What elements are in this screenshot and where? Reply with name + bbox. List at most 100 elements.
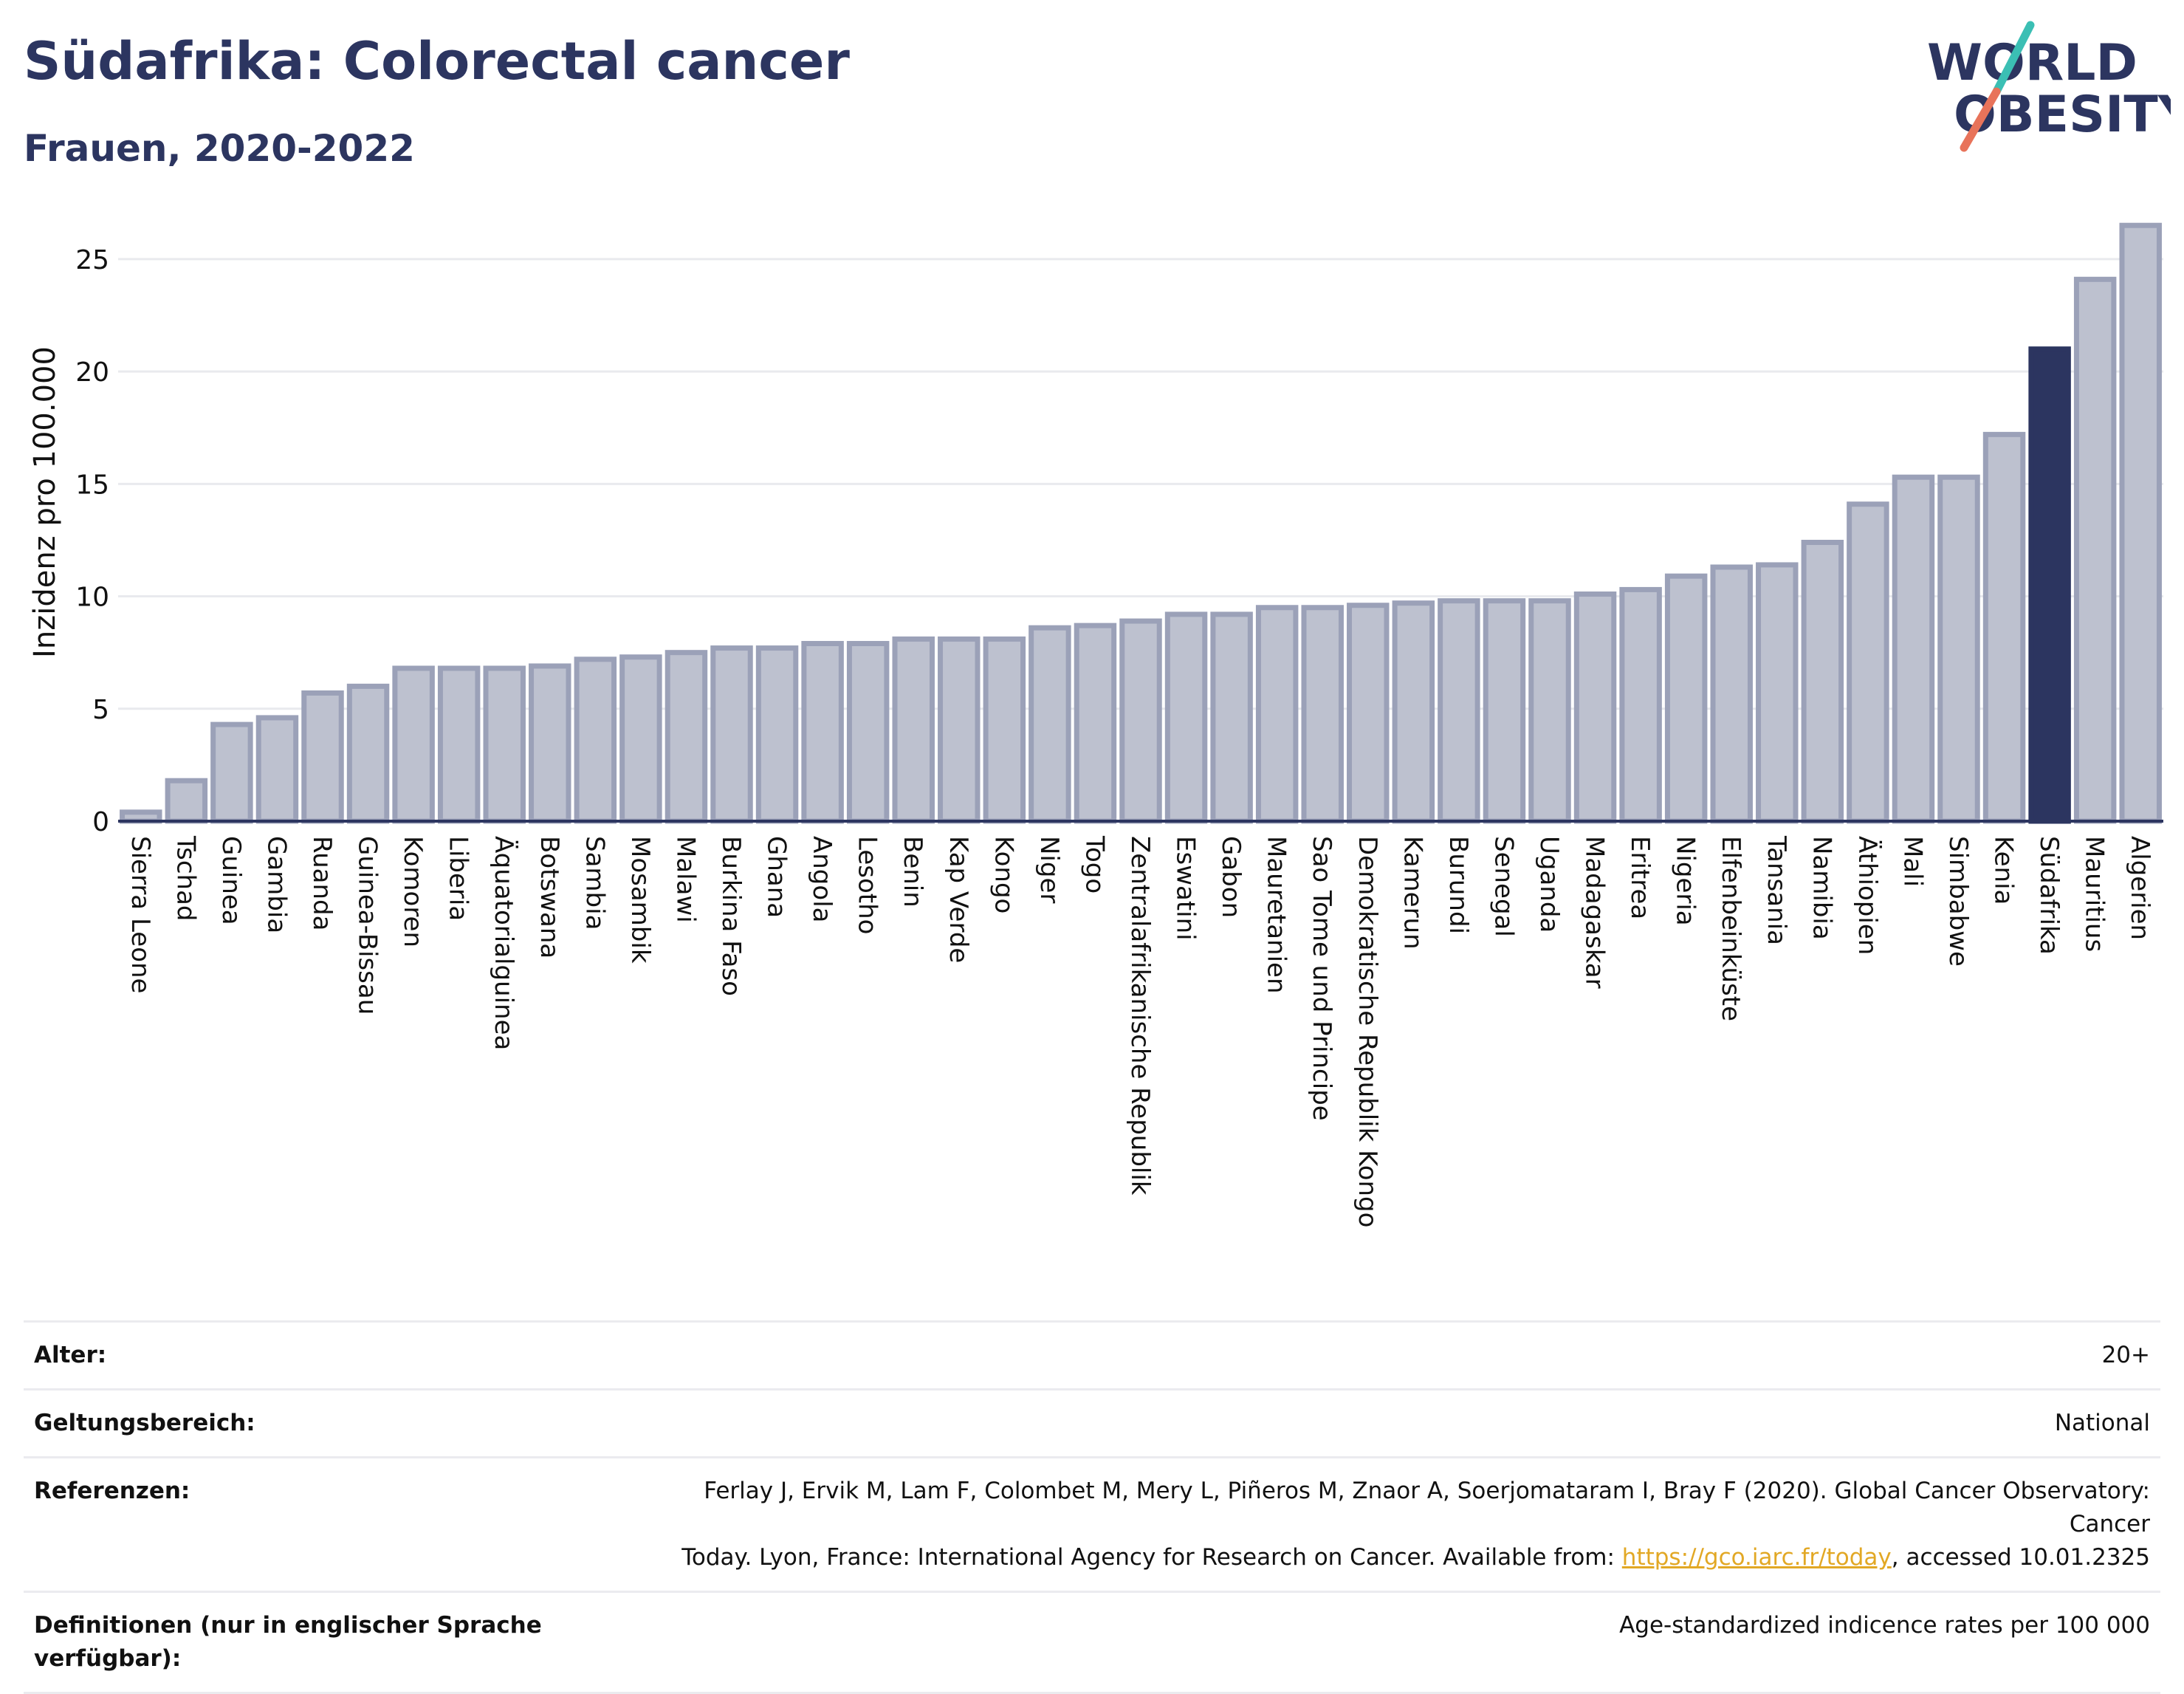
x-tick-label: Ghana [762,836,791,918]
bar-nigeria [1664,573,1708,824]
x-tick-label: Eritrea [1625,836,1655,919]
bar-mosambik [619,654,662,824]
x-tick-label: Gabon [1216,836,1246,918]
meta-key-definitions: Definitionen (nur in englischer Sprache … [24,1590,620,1694]
meta-key-age: Alter: [24,1320,620,1390]
x-tick-label: Kap Verde [944,836,973,963]
bar-tschad [165,778,208,824]
bar-algerien [2119,222,2162,824]
logo-line-world: WORLD [1927,34,2137,92]
x-tick-label: Burkina Faso [716,836,746,996]
x-tick-label: Gambia [261,836,291,933]
meta-value-definitions: Age-standardized indicence rates per 100… [620,1590,2160,1694]
reference-link[interactable]: https://gco.iarc.fr/today [1621,1543,1892,1571]
bar-äquatorialguinea [483,665,526,824]
x-tick-label: Senegal [1488,836,1518,937]
y-tick-label: 5 [92,695,109,725]
bar-kamerun [1392,600,1435,824]
bar-togo [1074,623,1117,824]
world-obesity-logo: WORLD OBESITY [1927,21,2171,152]
x-tick-label: Guinea [216,836,246,925]
reference-line-1: Ferlay J, Ervik M, Lam F, Colombet M, Me… [704,1477,2150,1537]
x-tick-label: Tansania [1762,835,1791,945]
bar-botswana [529,663,571,824]
x-tick-label: Benin [898,836,927,908]
meta-row-scope: Geltungsbereich: National [24,1388,2160,1458]
bar-komoren [392,665,435,824]
y-axis-ticks: 0 5 10 15 20 25 [75,245,109,837]
x-tick-label: Äthiopien [1852,836,1882,955]
x-tick-label: Simbabwe [1943,836,1973,967]
x-tick-label: Zentralafrikanische Republik [1125,836,1155,1196]
bar-ghana [755,645,799,824]
x-tick-label: Burundi [1443,836,1473,934]
meta-value-age: 20+ [620,1320,2160,1390]
bar-guinea-bissau [346,683,390,824]
reference-line-2-end: , accessed 10.01.2325 [1891,1543,2150,1571]
x-tick-label: Algerien [2125,836,2154,940]
x-tick-label: Madagaskar [1580,836,1610,989]
bar-namibia [1801,539,1844,824]
page-title: Südafrika: Colorectal cancer [24,31,850,92]
y-tick-label: 25 [75,245,109,275]
metadata-table: Alter: 20+ Geltungsbereich: National Ref… [24,1320,2160,1694]
bar-uganda [1528,598,1571,824]
bar-mali [1892,474,1935,824]
y-tick-label: 15 [75,470,109,500]
x-tick-label: Kamerun [1398,836,1427,950]
y-axis-label: Inzidenz pro 100.000 [28,346,62,658]
logo-slash-bottom [1960,87,2001,152]
meta-key-scope: Geltungsbereich: [24,1388,620,1458]
x-tick-label: Eswatini [1171,836,1201,941]
bar-niger [1029,625,1071,824]
y-tick-label: 10 [75,583,109,613]
x-tick-label: Mosambik [625,836,655,964]
x-tick-label: Angola [807,836,837,922]
meta-key-references: Referenzen: [24,1455,620,1592]
x-tick-label: Mauretanien [1262,836,1291,994]
bar-madagaskar [1573,591,1617,824]
meta-row-definitions: Definitionen (nur in englischer Sprache … [24,1590,2160,1694]
y-tick-label: 0 [92,807,109,837]
x-tick-label: Niger [1034,836,1064,903]
bar-eritrea [1619,586,1662,824]
reference-line-2-start: Today. Lyon, France: International Agenc… [681,1543,1622,1571]
bar-ruanda [301,690,344,824]
x-tick-label: Uganda [1534,836,1564,933]
x-tick-label: Demokratische Republik Kongo [1353,836,1382,1227]
bar-angola [801,640,844,824]
x-tick-label: Malawi [670,836,700,923]
x-tick-label: Mauritius [2080,836,2109,952]
bar-gabon [1210,611,1253,824]
x-tick-label: Sierra Leone [126,836,155,993]
bar-mauritius [2073,276,2117,824]
bar-tansania [1756,562,1799,824]
x-tick-label: Botswana [535,836,564,959]
bar-eswatini [1164,611,1208,824]
meta-row-age: Alter: 20+ [24,1320,2160,1390]
bar-äthiopien [1847,501,1889,824]
x-tick-label: Tschad [171,835,200,922]
x-tick-label: Nigeria [1671,836,1700,926]
x-tick-label: Kenia [1989,836,2019,905]
x-axis-labels: Sierra Leone Tschad Guinea Gambia Ruanda Guin… [126,835,2154,1227]
bar-burkina-faso [710,645,753,824]
page-subtitle: Frauen, 2020-2022 [24,127,415,170]
meta-row-references: Referenzen: Ferlay J, Ervik M, Lam F, Co… [24,1455,2160,1592]
y-tick-label: 20 [75,357,109,388]
x-tick-label: Sambia [580,836,609,930]
x-tick-label: Südafrika [2034,836,2064,955]
x-tick-label: Togo [1079,835,1109,894]
x-tick-label: Elfenbeinküste [1716,836,1745,1021]
bar-simbabwe [1937,474,1980,824]
bar-lesotho [846,640,890,824]
x-tick-label: Komoren [398,836,427,947]
bar-burundi [1438,598,1480,824]
x-tick-label: Liberia [444,836,473,921]
bars [120,222,2162,824]
x-tick-label: Ruanda [307,836,337,930]
bar-südafrika [2028,346,2071,824]
x-tick-label: Äquatorialguinea [489,836,518,1050]
bar-elfenbeinküste [1710,564,1753,824]
bar-mauretanien [1255,605,1299,824]
